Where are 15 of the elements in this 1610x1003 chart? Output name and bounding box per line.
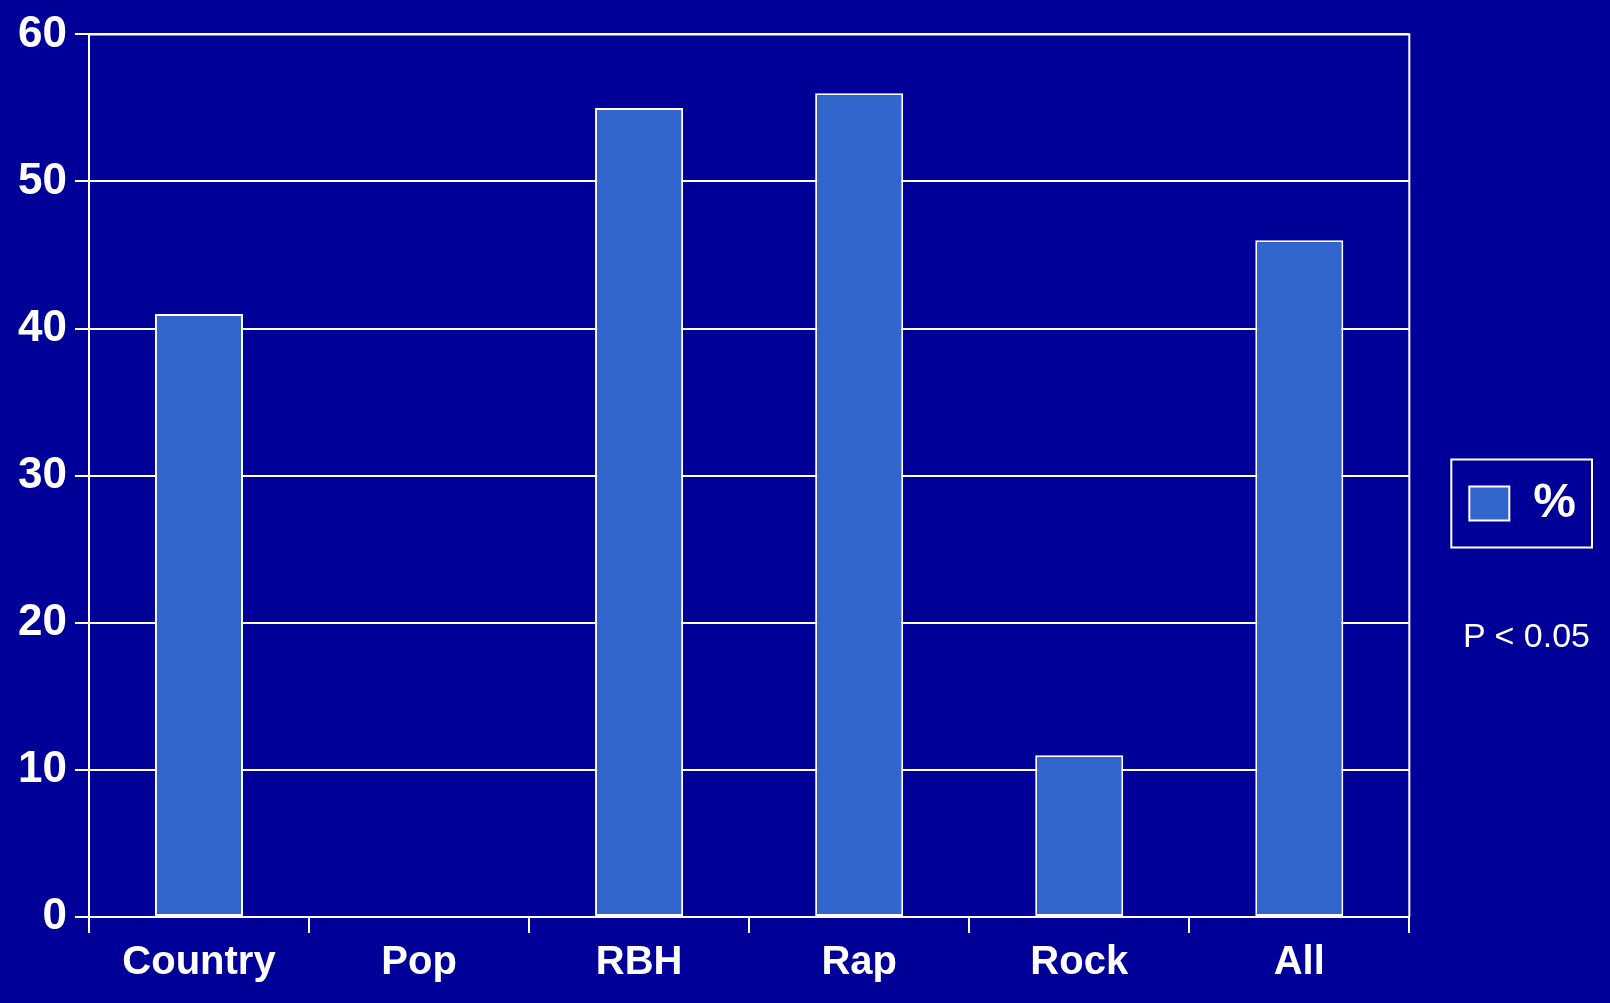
y-tick-label: 0 [42,889,67,939]
y-tick-label: 50 [17,153,67,203]
x-tick-label: Pop [381,938,457,983]
x-tick-label: RBH [595,938,683,983]
y-tick-label: 60 [17,6,67,56]
x-tick-label: Rock [1030,938,1129,983]
y-tick-label: 40 [17,300,67,350]
y-tick-label: 10 [17,742,67,792]
y-tick-label: 20 [17,594,67,644]
x-tick-label: Country [122,938,277,983]
x-tick-label: All [1273,938,1325,983]
x-tick-label: Rap [821,938,897,983]
text: P < 0.05 [1463,615,1590,654]
y-tick-label: 30 [17,447,67,497]
legend-label: % [1533,473,1577,527]
